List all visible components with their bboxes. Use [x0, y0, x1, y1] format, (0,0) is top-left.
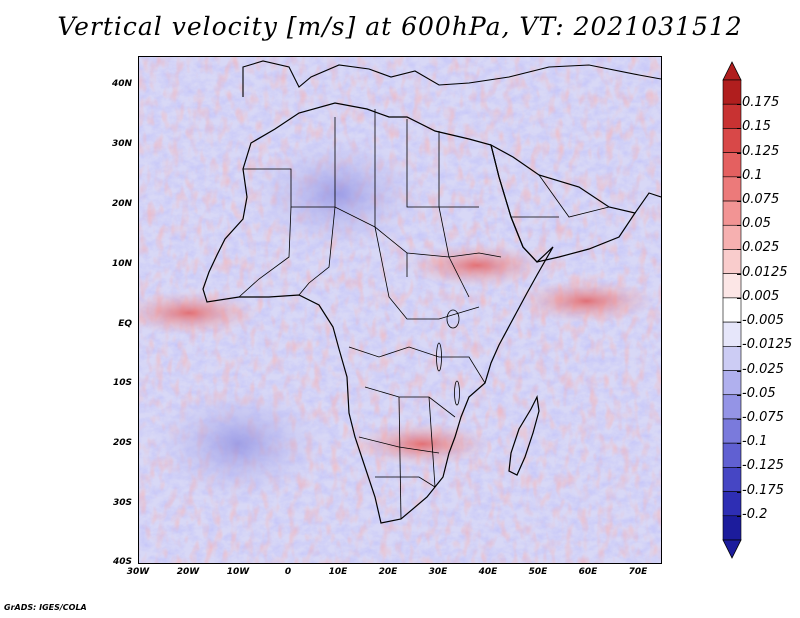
lat-label-30s: 30S	[112, 498, 132, 508]
colorbar-bin	[722, 297, 742, 323]
colorbar-tick	[737, 515, 741, 517]
lat-label-10s: 10S	[112, 378, 132, 388]
lon-label-30w: 30W	[126, 567, 150, 577]
lon-label-20e: 20E	[378, 567, 398, 577]
colorbar-label: 0.15	[742, 119, 771, 135]
colorbar-bin	[722, 346, 742, 371]
lon-label-20w: 20W	[176, 567, 200, 577]
vertical-velocity-field	[139, 57, 661, 563]
colorbar-label: -0.125	[742, 458, 784, 474]
upward-motion-equatorial-indian-ocean	[516, 279, 657, 324]
lon-label-10e: 10E	[328, 567, 348, 577]
colorbar-tick	[737, 297, 741, 299]
lat-label-20s: 20S	[112, 438, 132, 448]
upward-motion-ethiopian-highlands	[407, 243, 548, 288]
colorbar-bin	[722, 515, 742, 541]
lake-tanganyika	[436, 342, 442, 372]
colorbar-tick	[737, 152, 741, 154]
colorbar-bin	[722, 249, 742, 274]
colorbar-tick	[737, 491, 741, 493]
upward-motion-southern-africa	[352, 421, 493, 466]
colorbar-label: -0.005	[742, 313, 784, 329]
lat-label-30n: 30N	[111, 139, 132, 149]
colorbar-label: -0.1	[742, 434, 768, 450]
colorbar-label: 0.005	[742, 288, 780, 304]
colorbar-bin	[722, 370, 742, 396]
colorbar-tick	[737, 418, 741, 420]
colorbar-min-arrow	[722, 539, 742, 559]
lat-label-20n: 20N	[111, 199, 132, 209]
upward-motion-equatorial-atlantic	[139, 290, 259, 335]
arabia-coastline	[490, 143, 636, 263]
colorbar-label: -0.175	[742, 482, 784, 498]
colorbar-bin	[722, 152, 742, 178]
colorbar-tick	[737, 394, 741, 396]
colorbar-label: 0.175	[742, 95, 780, 111]
lon-label-70e: 70E	[628, 567, 648, 577]
colorbar-tick	[737, 443, 741, 445]
colorbar-label: 0.05	[742, 216, 771, 232]
colorbar-label: -0.05	[742, 385, 776, 401]
colorbar-bin	[722, 224, 742, 250]
colorbar-label: 0.125	[742, 143, 780, 159]
colorbar-bin	[722, 321, 742, 347]
colorbar-tick	[737, 104, 741, 106]
lake-victoria	[446, 309, 460, 329]
lake-malawi	[454, 380, 460, 406]
lon-label-40e: 40E	[478, 567, 498, 577]
colorbar-max-arrow	[722, 61, 742, 81]
colorbar-label: -0.025	[742, 361, 784, 377]
colorbar-bin	[722, 200, 742, 226]
grads-credit: GrADS: IGES/COLA	[4, 603, 87, 612]
colorbar-tick	[737, 249, 741, 251]
colorbar-label: 0.025	[742, 240, 780, 256]
lat-label-40s: 40S	[112, 557, 132, 567]
europe-coastline	[242, 60, 661, 97]
colorbar-bin	[722, 418, 742, 444]
lon-label-10w: 10W	[226, 567, 250, 577]
madagascar-coastline	[508, 395, 540, 476]
colorbar-label: 0.075	[742, 192, 780, 208]
colorbar	[722, 61, 742, 559]
colorbar-bin	[722, 128, 742, 153]
map-title: Vertical velocity [m/s] at 600hPa, VT: 2…	[57, 12, 743, 41]
colorbar-tick	[737, 128, 741, 130]
colorbar-tick	[737, 201, 741, 203]
colorbar-bin	[722, 442, 742, 468]
colorbar-tick	[737, 273, 741, 275]
lat-label-10n: 10N	[111, 259, 132, 269]
colorbar-label: 0.0125	[742, 264, 788, 280]
country-borders	[238, 109, 610, 520]
colorbar-tick	[737, 176, 741, 178]
colorbar-tick	[737, 225, 741, 227]
map-plot-area	[138, 56, 662, 564]
lon-label-60e: 60E	[578, 567, 598, 577]
colorbar-bin	[722, 273, 742, 299]
lon-label-0: 0	[284, 567, 292, 577]
lon-label-30e: 30E	[428, 567, 448, 577]
colorbar-bin	[722, 394, 742, 420]
colorbar-label: -0.0125	[742, 337, 793, 353]
colorbar-label: -0.075	[742, 409, 784, 425]
colorbar-bin	[722, 79, 742, 105]
colorbar-bin	[722, 467, 742, 492]
colorbar-bin	[722, 103, 742, 129]
colorbar-bin	[722, 491, 742, 517]
lat-label-40n: 40N	[111, 79, 132, 89]
colorbar-label: 0.1	[742, 167, 763, 183]
lat-label-eq: EQ	[118, 319, 132, 329]
colorbar-tick	[737, 322, 741, 324]
lon-label-50e: 50E	[528, 567, 548, 577]
colorbar-label: -0.2	[742, 506, 768, 522]
colorbar-tick	[737, 346, 741, 348]
colorbar-tick	[737, 370, 741, 372]
subsidence-south-atlantic	[148, 383, 329, 504]
colorbar-bin	[722, 176, 742, 202]
subsidence-sahara	[247, 133, 428, 254]
africa-coastline	[202, 102, 554, 524]
india-coastline	[634, 192, 661, 214]
colorbar-tick	[737, 467, 741, 469]
